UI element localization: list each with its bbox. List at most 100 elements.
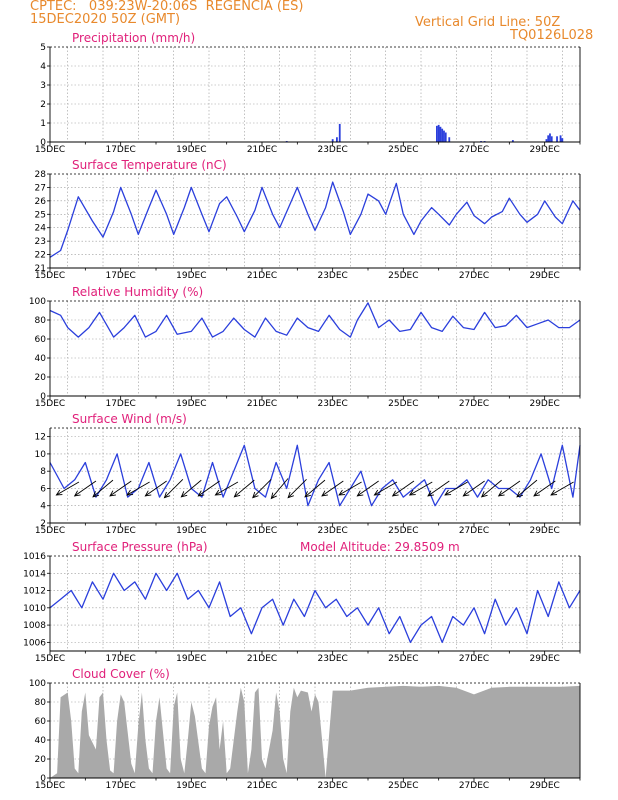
wind-arrow-head <box>270 492 277 500</box>
precipitation-title: Precipitation (mm/h) <box>72 31 195 45</box>
temperature-ytick-label: 24 <box>35 224 47 234</box>
humidity-ytick-label: 60 <box>35 335 47 345</box>
cloud-title: Cloud Cover (%) <box>72 667 170 681</box>
temperature-xtick-label: 15DEC <box>35 271 65 281</box>
pressure-ytick-label: 1016 <box>23 552 46 562</box>
wind-ytick-label: 4 <box>40 502 46 512</box>
precipitation-xtick-label: 21DEC <box>247 145 277 155</box>
pressure-ytick-label: 1006 <box>23 638 46 648</box>
precipitation-bar <box>338 123 341 142</box>
wind-arrow-head <box>214 489 222 496</box>
precipitation-xtick-label: 23DEC <box>317 145 347 155</box>
cloud-ytick-label: 20 <box>35 755 47 765</box>
cloud-ytick-label: 40 <box>35 736 47 746</box>
wind-xtick-label: 21DEC <box>247 526 277 536</box>
cloud-area <box>50 685 580 778</box>
wind-arrow-head <box>180 491 188 498</box>
precipitation-bar <box>550 136 553 142</box>
wind-ytick-label: 2 <box>40 519 46 529</box>
cloud-xtick-label: 23DEC <box>317 781 347 791</box>
wind-arrow <box>181 479 202 498</box>
wind-arrow <box>252 478 272 498</box>
wind-arrow <box>409 481 433 496</box>
wind-arrow-head <box>462 490 470 497</box>
precipitation-xtick-label: 27DEC <box>459 145 489 155</box>
wind-arrow <box>164 478 184 498</box>
temperature-series-line <box>49 181 581 258</box>
pressure-xtick-label: 29DEC <box>529 654 559 664</box>
temperature-xtick-label: 19DEC <box>176 271 206 281</box>
humidity-ytick-label: 0 <box>40 392 46 402</box>
temperature-xtick-label: 27DEC <box>459 271 489 281</box>
wind-arrow <box>92 479 114 498</box>
precipitation-bar <box>336 137 338 142</box>
precipitation-bar <box>559 135 562 142</box>
humidity-xtick-label: 15DEC <box>35 399 65 409</box>
cloud-xtick-label: 27DEC <box>459 781 489 791</box>
wind-arrow <box>516 479 538 498</box>
wind-arrow-head <box>252 491 259 499</box>
precipitation-xtick-label: 19DEC <box>176 145 206 155</box>
precipitation-bar <box>285 141 288 142</box>
wind-ytick-label: 10 <box>35 450 47 460</box>
wind-arrow-head <box>197 490 205 497</box>
wind-arrow-head <box>480 491 488 498</box>
header-grid-line: Vertical Grid Line: 50Z <box>415 15 561 30</box>
precipitation-ytick-label: 1 <box>40 119 46 129</box>
precipitation-bar <box>437 124 440 142</box>
precipitation-bar <box>444 132 447 142</box>
temperature-ytick-label: 25 <box>35 210 46 220</box>
wind-arrow <box>338 481 362 496</box>
wind-arrow <box>427 480 450 497</box>
precipitation-bar <box>561 138 564 142</box>
cloud-xtick-label: 29DEC <box>529 781 559 791</box>
cloud-xtick-label: 19DEC <box>176 781 206 791</box>
temperature-xtick-label: 23DEC <box>317 271 347 281</box>
wind-arrow-head <box>144 490 152 497</box>
humidity-xtick-label: 21DEC <box>247 399 277 409</box>
wind-arrow <box>198 480 220 497</box>
wind-arrow <box>215 481 239 496</box>
precipitation-ytick-label: 2 <box>40 100 46 110</box>
wind-arrow-head <box>73 490 81 497</box>
cloud-xtick-label: 25DEC <box>388 781 418 791</box>
pressure-title: Surface Pressure (hPa) <box>72 540 208 554</box>
precipitation-bar <box>547 135 550 142</box>
pressure-ytick-label: 1014 <box>23 569 46 579</box>
wind-arrow-head <box>109 490 117 497</box>
pressure-series-line <box>49 572 581 644</box>
temperature-title: Surface Temperature (nC) <box>72 158 227 172</box>
wind-ytick-label: 6 <box>40 484 46 494</box>
wind-arrow <box>357 480 379 497</box>
wind-arrow <box>270 478 289 499</box>
precipitation-ytick-label: 3 <box>40 81 46 91</box>
precipitation-plot-area <box>50 47 580 142</box>
cloud-ytick-label: 0 <box>40 774 46 784</box>
temperature-xtick-label: 29DEC <box>529 271 559 281</box>
humidity-plot-area <box>50 301 580 396</box>
wind-ytick-label: 12 <box>35 433 46 443</box>
pressure-xtick-label: 23DEC <box>317 654 347 664</box>
pressure-annotation: Model Altitude: 29.8509 m <box>300 540 460 554</box>
humidity-ytick-label: 100 <box>29 297 46 307</box>
precipitation-xtick-label: 15DEC <box>35 145 65 155</box>
cloud-xtick-label: 15DEC <box>35 781 65 791</box>
wind-arrow-head <box>92 491 99 498</box>
temperature-ytick-label: 21 <box>35 264 46 274</box>
humidity-ytick-label: 80 <box>35 316 47 326</box>
pressure-xtick-label: 25DEC <box>388 654 418 664</box>
cloud-xtick-label: 17DEC <box>105 781 135 791</box>
wind-arrow-head <box>516 491 523 498</box>
wind-arrow-head <box>444 489 452 496</box>
humidity-xtick-label: 23DEC <box>317 399 347 409</box>
wind-arrow <box>550 481 574 496</box>
pressure-xtick-label: 19DEC <box>176 654 206 664</box>
header-model: TQ0126L028 <box>510 28 594 43</box>
wind-xtick-label: 25DEC <box>388 526 418 536</box>
cloud-xtick-label: 21DEC <box>247 781 277 791</box>
wind-arrow-head <box>373 489 381 496</box>
wind-arrow <box>56 481 80 496</box>
precipitation-bar <box>483 141 486 142</box>
header-station: CPTEC: 039:23W-20:06S REGENCIA (ES) <box>30 0 304 14</box>
